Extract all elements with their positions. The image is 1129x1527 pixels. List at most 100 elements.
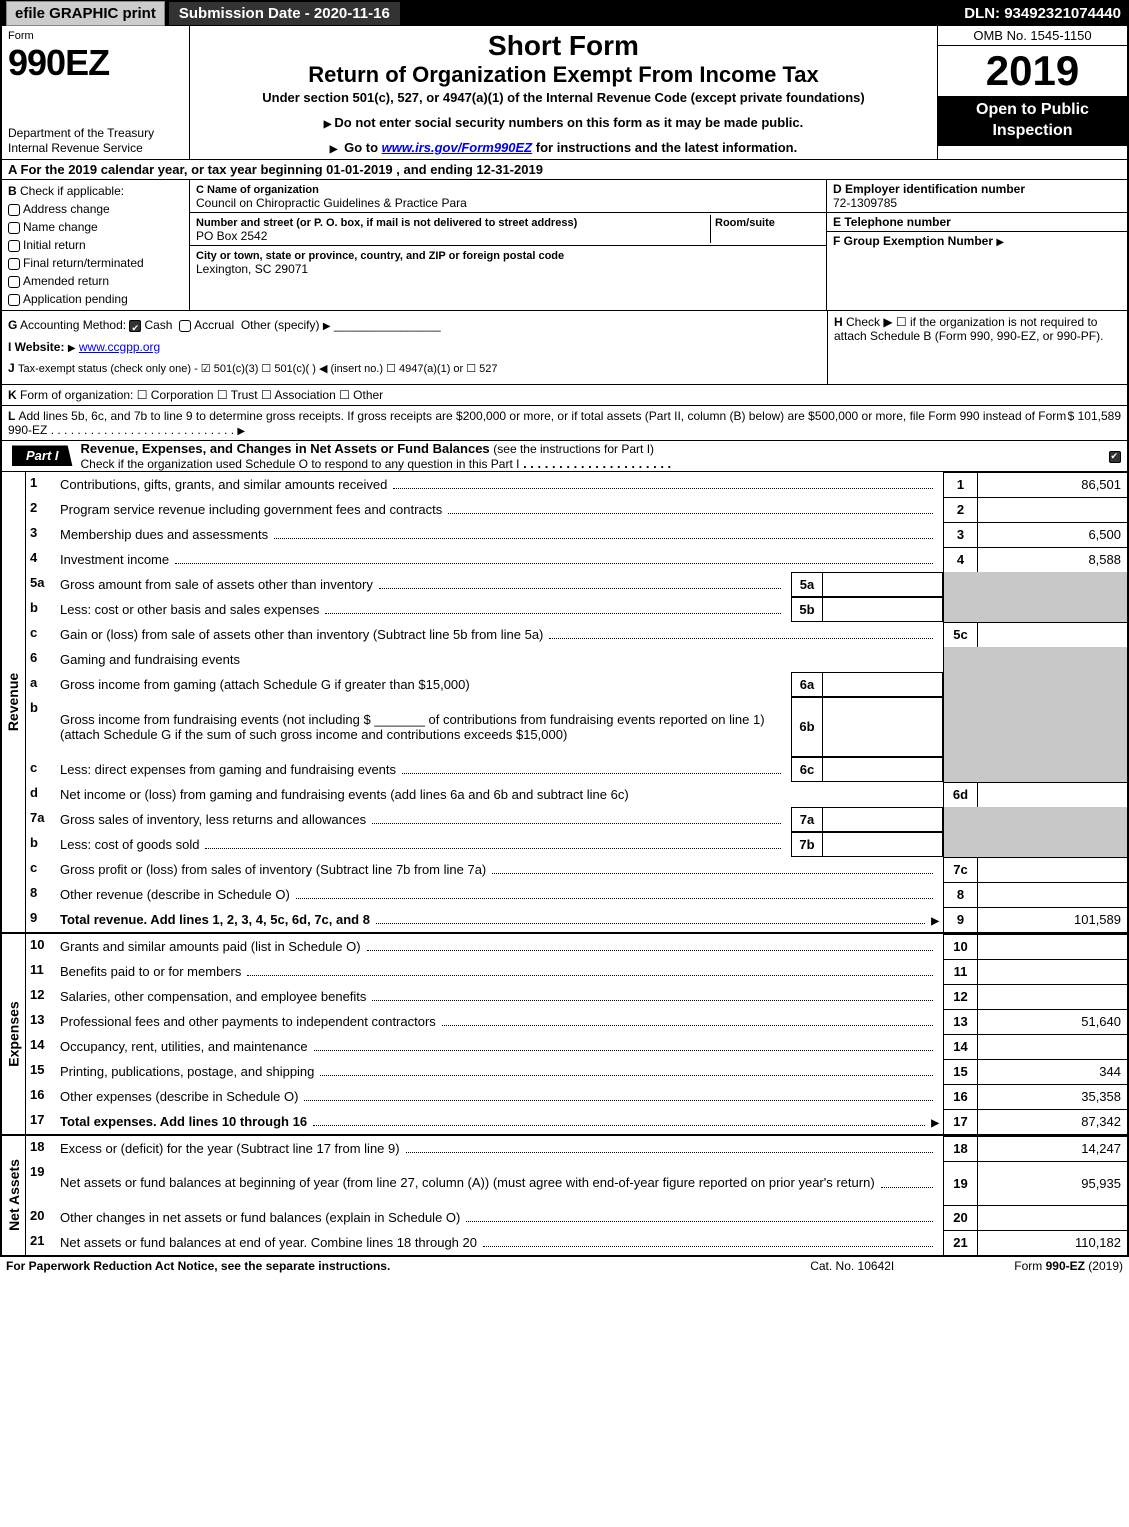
part1-note2: Check if the organization used Schedule … (81, 457, 520, 471)
line-num: 19 (26, 1161, 56, 1205)
line-5b: bLess: cost or other basis and sales exp… (26, 597, 1127, 622)
line-desc: Investment income (60, 552, 169, 567)
omb-number: OMB No. 1545-1150 (938, 26, 1127, 46)
line-rnum: 13 (943, 1009, 977, 1034)
checkbox-pending[interactable] (8, 294, 20, 306)
line-num: 21 (26, 1230, 56, 1255)
line-amount: 95,935 (977, 1161, 1127, 1205)
k-text: Form of organization: ☐ Corporation ☐ Tr… (20, 388, 383, 402)
form-number: 990EZ (8, 42, 183, 84)
h-text: Check ▶ ☐ if the organization is not req… (834, 315, 1103, 343)
b-opt-2: Initial return (23, 238, 86, 252)
line-desc: Contributions, gifts, grants, and simila… (60, 477, 387, 492)
line-rnum: 5c (943, 622, 977, 647)
checkbox-accrual[interactable] (179, 320, 191, 332)
line-num: 8 (26, 882, 56, 907)
arrow-icon (323, 318, 331, 332)
checkbox-initial-return[interactable] (8, 240, 20, 252)
checkbox-cash[interactable] (129, 320, 141, 332)
line-desc: Program service revenue including govern… (60, 502, 442, 517)
line-num: 20 (26, 1205, 56, 1230)
line-11: 11Benefits paid to or for members11 (26, 959, 1127, 984)
checkbox-name-change[interactable] (8, 222, 20, 234)
efile-print-button[interactable]: efile GRAPHIC print (6, 1, 165, 26)
g-accrual: Accrual (194, 318, 234, 332)
line-desc: Other revenue (describe in Schedule O) (60, 887, 290, 902)
row-j: J Tax-exempt status (check only one) - ☑… (8, 358, 821, 380)
expenses-lines: 10 Grants and similar amounts paid (list … (26, 934, 1127, 1134)
line-amount: 51,640 (977, 1009, 1127, 1034)
line-rnum: 15 (943, 1059, 977, 1084)
cat-no: Cat. No. 10642I (810, 1259, 894, 1273)
line-19: 19 Net assets or fund balances at beginni… (26, 1161, 1127, 1205)
e-phone-cell: E Telephone number (827, 213, 1127, 232)
revenue-table: Revenue 1Contributions, gifts, grants, a… (0, 472, 1129, 934)
line-6: 6Gaming and fundraising events (26, 647, 1127, 672)
line-16: 16Other expenses (describe in Schedule O… (26, 1084, 1127, 1109)
line-num: d (26, 782, 56, 807)
sub-amount (823, 807, 943, 832)
public-inspection: Open to Public Inspection (938, 96, 1127, 146)
room-label: Room/suite (715, 217, 775, 229)
sub-amount (823, 757, 943, 782)
irs-link[interactable]: www.irs.gov/Form990EZ (382, 140, 533, 155)
checkbox-amended[interactable] (8, 276, 20, 288)
top-bar: efile GRAPHIC print Submission Date - 20… (0, 0, 1129, 26)
line-7b: bLess: cost of goods sold7b (26, 832, 1127, 857)
arrow-icon (931, 1114, 939, 1129)
addr-label: Number and street (or P. O. box, if mail… (196, 217, 577, 229)
b-opt-1: Name change (23, 220, 98, 234)
line-desc: Grants and similar amounts paid (list in… (60, 939, 361, 954)
line-num: c (26, 622, 56, 647)
sub-num: 5b (791, 597, 823, 622)
line-desc: Gross amount from sale of assets other t… (60, 577, 373, 592)
line-desc: Gross profit or (loss) from sales of inv… (60, 862, 486, 877)
line-desc: Net assets or fund balances at beginning… (60, 1175, 875, 1190)
line-desc: Gross sales of inventory, less returns a… (60, 812, 366, 827)
part1-checkbox[interactable] (1105, 449, 1127, 463)
dept-treasury: Department of the Treasury Internal Reve… (8, 126, 183, 155)
line-amount: 35,358 (977, 1084, 1127, 1109)
line-6a: a Gross income from gaming (attach Schedu… (26, 672, 1127, 697)
line-rnum: 9 (943, 907, 977, 932)
line-desc: Net income or (loss) from gaming and fun… (60, 787, 629, 802)
c-name-label: Name of organization (207, 184, 319, 196)
sub-amount (823, 572, 943, 597)
line-10: 10 Grants and similar amounts paid (list … (26, 934, 1127, 959)
g-other: Other (specify) (241, 318, 320, 332)
line-9: 9Total revenue. Add lines 1, 2, 3, 4, 5c… (26, 907, 1127, 932)
line-amount: 6,500 (977, 522, 1127, 547)
row-i: I Website: www.ccgpp.org (8, 337, 821, 359)
line-rnum: 3 (943, 522, 977, 547)
row-h: H Check ▶ ☐ if the organization is not r… (827, 311, 1127, 384)
line-desc: Less: cost or other basis and sales expe… (60, 602, 319, 617)
line-amount: 8,588 (977, 547, 1127, 572)
website-link[interactable]: www.ccgpp.org (79, 340, 160, 354)
sub-num: 6c (791, 757, 823, 782)
line-rnum: 10 (943, 934, 977, 959)
line-rnum: 17 (943, 1109, 977, 1134)
sub-amount (823, 672, 943, 697)
col-b-checkboxes: B Check if applicable: Address change Na… (2, 180, 190, 310)
city-label: City or town, state or province, country… (196, 250, 564, 262)
b-opt-4: Amended return (23, 274, 109, 288)
line-7c: c Gross profit or (loss) from sales of in… (26, 857, 1127, 882)
line-17: 17Total expenses. Add lines 10 through 1… (26, 1109, 1127, 1134)
line-rnum: 8 (943, 882, 977, 907)
header-left: Form 990EZ Department of the Treasury In… (2, 26, 190, 159)
netassets-lines: 18Excess or (deficit) for the year (Subt… (26, 1136, 1127, 1255)
line-amount (977, 934, 1127, 959)
arrow-icon (996, 234, 1004, 248)
part-1-title: Revenue, Expenses, and Changes in Net As… (73, 441, 1105, 471)
line-num: a (26, 672, 56, 697)
line-num: c (26, 857, 56, 882)
row-a-tax-year: A For the 2019 calendar year, or tax yea… (0, 160, 1129, 180)
line-desc: Gross income from gaming (attach Schedul… (60, 677, 470, 692)
line-desc: Professional fees and other payments to … (60, 1014, 436, 1029)
line-num: 11 (26, 959, 56, 984)
checkbox-address-change[interactable] (8, 204, 20, 216)
line-amount: 101,589 (977, 907, 1127, 932)
form-ref: Form 990-EZ (2019) (1014, 1259, 1123, 1273)
c-city-cell: City or town, state or province, country… (190, 246, 826, 278)
checkbox-final-return[interactable] (8, 258, 20, 270)
